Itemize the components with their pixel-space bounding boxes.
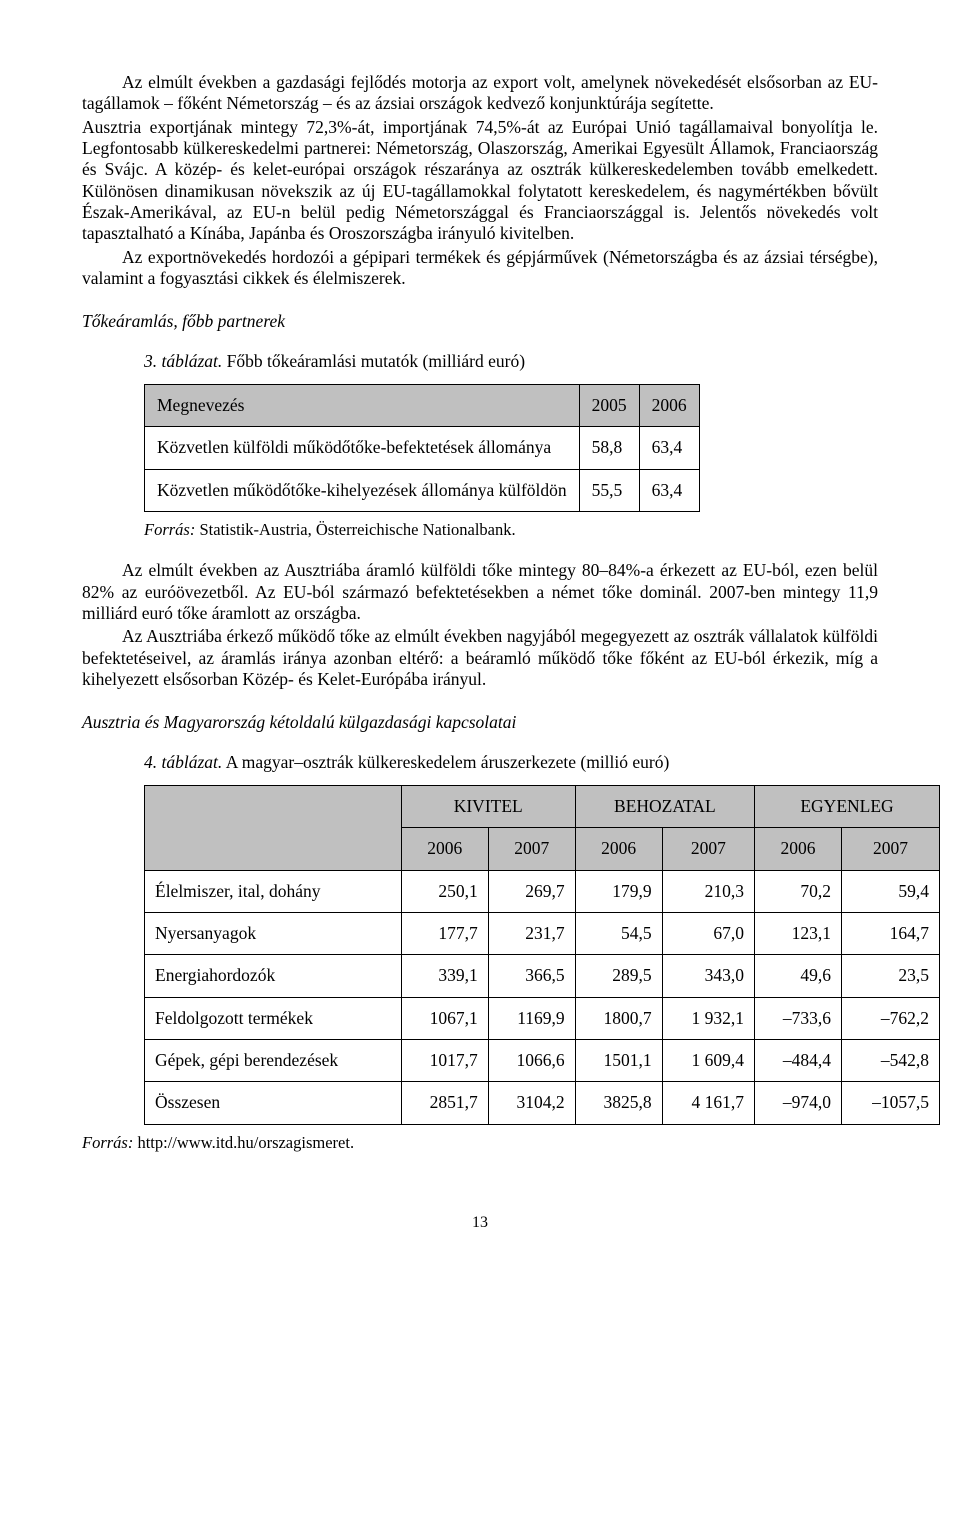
table-cell: –484,4: [755, 1040, 842, 1082]
table-cell: 1017,7: [401, 1040, 488, 1082]
table-cell: 59,4: [841, 870, 939, 912]
table-caption: 4. táblázat. A magyar–osztrák külkereske…: [144, 752, 878, 773]
table-cell: 250,1: [401, 870, 488, 912]
paragraph: Az elmúlt években az Ausztriába áramló k…: [82, 560, 878, 624]
table-cell: 366,5: [488, 955, 575, 997]
table-row: Gépek, gépi berendezések 1017,7 1066,6 1…: [145, 1040, 940, 1082]
table-cell: 339,1: [401, 955, 488, 997]
table-cell: 164,7: [841, 913, 939, 955]
paragraph: Ausztria exportjának mintegy 72,3%-át, i…: [82, 117, 878, 245]
source-text: http://www.itd.hu/orszagismeret.: [133, 1133, 354, 1152]
table-cell: 179,9: [575, 870, 662, 912]
table-header: 2006: [401, 828, 488, 870]
table-caption-text: A magyar–osztrák külkereskedelem áruszer…: [222, 752, 669, 772]
table-cell: –542,8: [841, 1040, 939, 1082]
table-cell: 70,2: [755, 870, 842, 912]
table-header: 2006: [755, 828, 842, 870]
table-cell: –733,6: [755, 997, 842, 1039]
table-cell: 63,4: [639, 469, 699, 511]
table-source: Forrás: http://www.itd.hu/orszagismeret.: [82, 1133, 878, 1153]
page-number: 13: [82, 1213, 878, 1233]
table-header-empty: [145, 786, 402, 871]
paragraph: Az Ausztriába érkező működő tőke az elmú…: [82, 626, 878, 690]
table-cell: 1800,7: [575, 997, 662, 1039]
table-header: BEHOZATAL: [575, 786, 754, 828]
table-header: 2007: [488, 828, 575, 870]
table-caption-number: 4. táblázat.: [144, 752, 222, 772]
section-heading: Tőkeáramlás, főbb partnerek: [82, 311, 878, 332]
source-label: Forrás:: [144, 520, 195, 539]
table-cell: Feldolgozott termékek: [145, 997, 402, 1039]
table-caption-number: 3. táblázat.: [144, 351, 222, 371]
table-cell: Közvetlen működőtőke-kihelyezések állomá…: [145, 469, 580, 511]
table-cell: 289,5: [575, 955, 662, 997]
table-cell: 269,7: [488, 870, 575, 912]
table-cell: 343,0: [662, 955, 754, 997]
table-cell: 63,4: [639, 427, 699, 469]
source-text: Statistik-Austria, Österreichische Natio…: [195, 520, 515, 539]
table-cell: 55,5: [579, 469, 639, 511]
paragraph: Az exportnövekedés hordozói a gépipari t…: [82, 247, 878, 290]
table-cell: 54,5: [575, 913, 662, 955]
table-header: 2007: [662, 828, 754, 870]
table-cell: Élelmiszer, ital, dohány: [145, 870, 402, 912]
table-row: Közvetlen külföldi működőtőke-befektetés…: [145, 427, 700, 469]
table-header: 2007: [841, 828, 939, 870]
table-header: 2005: [579, 385, 639, 427]
table-cell: 1 609,4: [662, 1040, 754, 1082]
table-cell: Közvetlen külföldi működőtőke-befektetés…: [145, 427, 580, 469]
table-cell: 1066,6: [488, 1040, 575, 1082]
table-source: Forrás: Statistik-Austria, Österreichisc…: [144, 520, 878, 540]
table-cell: Gépek, gépi berendezések: [145, 1040, 402, 1082]
table-cell: Összesen: [145, 1082, 402, 1124]
table-cell: 1067,1: [401, 997, 488, 1039]
table-caption-text: Főbb tőkeáramlási mutatók (milliárd euró…: [222, 351, 525, 371]
table-row: Nyersanyagok 177,7 231,7 54,5 67,0 123,1…: [145, 913, 940, 955]
table-cell: 1 932,1: [662, 997, 754, 1039]
table-cell: 3104,2: [488, 1082, 575, 1124]
table-cell: 67,0: [662, 913, 754, 955]
paragraph: Az elmúlt években a gazdasági fejlődés m…: [82, 72, 878, 115]
table-row: Élelmiszer, ital, dohány 250,1 269,7 179…: [145, 870, 940, 912]
table-row: Közvetlen működőtőke-kihelyezések állomá…: [145, 469, 700, 511]
table-cell: –762,2: [841, 997, 939, 1039]
section-heading: Ausztria és Magyarország kétoldalú külga…: [82, 712, 878, 733]
table-cell: Energiahordozók: [145, 955, 402, 997]
table-cell: –1057,5: [841, 1082, 939, 1124]
table-header: KIVITEL: [401, 786, 575, 828]
table-cell: 2851,7: [401, 1082, 488, 1124]
table-cell: 210,3: [662, 870, 754, 912]
table-header: 2006: [639, 385, 699, 427]
table-cell: 231,7: [488, 913, 575, 955]
table-header: Megnevezés: [145, 385, 580, 427]
table-cell: 177,7: [401, 913, 488, 955]
table-trade-structure: KIVITEL BEHOZATAL EGYENLEG 2006 2007 200…: [144, 785, 940, 1125]
table-caption: 3. táblázat. Főbb tőkeáramlási mutatók (…: [144, 351, 878, 372]
table-cell: 58,8: [579, 427, 639, 469]
table-cell: 23,5: [841, 955, 939, 997]
table-cell: 1169,9: [488, 997, 575, 1039]
table-cell: 4 161,7: [662, 1082, 754, 1124]
table-cell: 1501,1: [575, 1040, 662, 1082]
table-cell: 123,1: [755, 913, 842, 955]
table-cell: 49,6: [755, 955, 842, 997]
source-label: Forrás:: [82, 1133, 133, 1152]
table-row: Összesen 2851,7 3104,2 3825,8 4 161,7 –9…: [145, 1082, 940, 1124]
table-header: 2006: [575, 828, 662, 870]
table-capital-flows: Megnevezés 2005 2006 Közvetlen külföldi …: [144, 384, 700, 512]
table-cell: Nyersanyagok: [145, 913, 402, 955]
table-cell: 3825,8: [575, 1082, 662, 1124]
table-row: Feldolgozott termékek 1067,1 1169,9 1800…: [145, 997, 940, 1039]
table-cell: –974,0: [755, 1082, 842, 1124]
table-row: Energiahordozók 339,1 366,5 289,5 343,0 …: [145, 955, 940, 997]
table-header: EGYENLEG: [755, 786, 940, 828]
